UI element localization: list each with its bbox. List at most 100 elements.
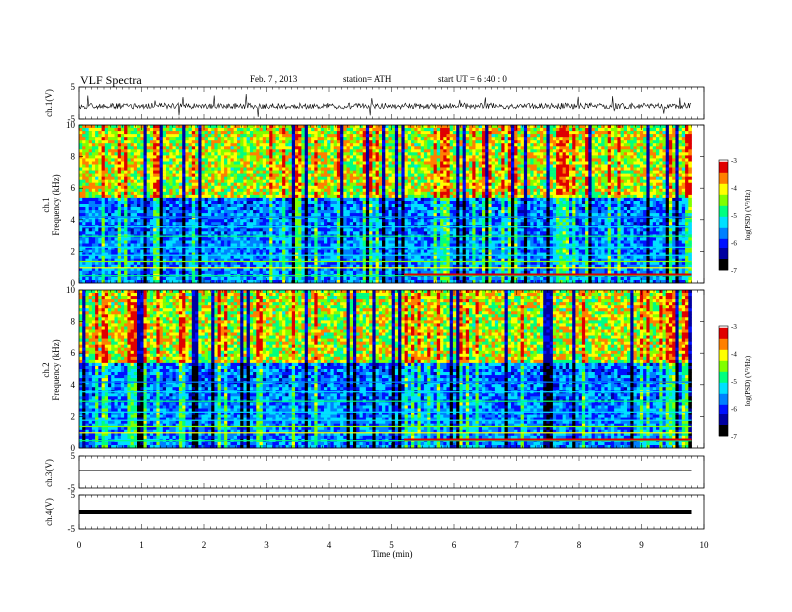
spectrogram-cell: [124, 137, 128, 141]
spectrogram-cell: [598, 188, 602, 193]
spectrogram-cell: [559, 176, 563, 180]
spectrogram-cell: [159, 194, 164, 199]
spectrogram-cell: [452, 185, 457, 190]
spectrogram-cell: [530, 149, 534, 153]
spectrogram-cell: [572, 182, 576, 186]
spectrogram-cell: [562, 182, 567, 186]
spectrogram-cell: [340, 149, 344, 153]
spectrogram-cell: [514, 152, 518, 156]
spectrogram-cell: [382, 173, 386, 177]
spectrogram-cell: [549, 140, 554, 144]
spectrogram-cell: [259, 158, 264, 162]
spectrogram-cell: [449, 128, 454, 132]
spectrogram-cell: [91, 170, 96, 174]
spectrogram-cell: [543, 182, 547, 186]
spectrogram-cell: [498, 161, 502, 165]
spectrogram-cell: [127, 131, 131, 135]
spectrogram-cell: [404, 188, 409, 193]
spectrogram-cell: [604, 137, 609, 141]
spectrogram-cell: [465, 164, 470, 168]
spectrogram-cell: [282, 161, 286, 165]
spectrogram-cell: [143, 143, 148, 147]
spectrogram-cell: [456, 201, 460, 205]
spectrogram-cell: [198, 204, 202, 208]
spectrogram-cell: [259, 176, 264, 180]
spectrogram-cell: [269, 188, 273, 193]
spectrogram-cell: [162, 152, 167, 156]
spectrogram-cell: [472, 188, 476, 193]
spectrogram-cell: [449, 173, 454, 177]
spectrogram-cell: [201, 146, 206, 150]
spectrogram-cell: [465, 173, 470, 177]
spectrogram-cell: [462, 167, 467, 171]
spectrogram-cell: [562, 149, 567, 153]
spectrogram-cell: [149, 161, 154, 165]
spectrogram-cell: [117, 152, 122, 156]
spectrogram-cell: [224, 149, 228, 153]
spectrogram-cell: [95, 140, 99, 144]
spectrogram-cell: [372, 185, 376, 190]
spectrogram-cell: [108, 179, 112, 183]
spectrogram-cell: [266, 182, 270, 186]
spectrogram-cell: [140, 158, 144, 162]
spectrogram-cell: [259, 201, 264, 205]
spectrogram-cell: [382, 131, 386, 135]
spectrogram-cell: [188, 204, 193, 208]
spectrogram-cell: [166, 204, 170, 208]
spectrogram-cell: [643, 182, 647, 186]
spectrogram-cell: [591, 194, 596, 199]
spectrogram-cell: [169, 131, 173, 135]
spectrogram-cell: [430, 125, 434, 129]
spectrogram-cell: [230, 155, 235, 159]
spectrogram-cell: [207, 204, 212, 208]
spectrogram-cell: [172, 149, 177, 153]
spectrogram-cell: [79, 143, 83, 147]
spectrogram-cell: [420, 146, 425, 150]
spectrogram-cell: [246, 161, 251, 165]
spectrogram-cell: [249, 188, 254, 193]
spectrogram-cell: [240, 179, 244, 183]
spectrogram-cell: [385, 125, 389, 129]
spectrogram-cell: [581, 173, 586, 177]
spectrogram-cell: [185, 173, 189, 177]
spectrogram-cell: [211, 167, 215, 171]
spectrogram-cell: [372, 125, 376, 129]
spectrogram-cell: [572, 125, 576, 129]
spectrogram-cell: [565, 167, 570, 171]
spectrogram-cell: [659, 152, 663, 156]
spectrogram-cell: [124, 134, 128, 138]
spectrogram-cell: [472, 158, 476, 162]
spectrogram-cell: [243, 182, 247, 186]
spectrogram-cell: [330, 179, 334, 183]
spectrogram-cell: [301, 167, 305, 171]
spectrogram-cell: [436, 155, 441, 159]
spectrogram-cell: [333, 164, 338, 168]
spectrogram-cell: [349, 185, 354, 190]
spectrogram-cell: [556, 179, 560, 183]
spectrogram-cell: [204, 134, 209, 138]
spectrogram-cell: [459, 164, 463, 168]
spectrogram-cell: [581, 182, 586, 186]
spectrogram-cell: [498, 179, 502, 183]
spectrogram-cell: [685, 167, 689, 171]
spectrogram-cell: [656, 182, 660, 186]
spectrogram-cell: [627, 164, 631, 168]
spectrogram-cell: [607, 155, 612, 159]
spectrogram-cell: [556, 149, 560, 153]
spectrogram-cell: [382, 155, 386, 159]
spectrogram-cell: [501, 143, 505, 147]
spectrogram-cell: [430, 179, 434, 183]
spectrogram-cell: [353, 182, 357, 186]
spectrogram-cell: [349, 125, 354, 129]
spectrogram-cell: [246, 143, 251, 147]
spectrogram-cell: [540, 176, 544, 180]
spectrogram-cell: [646, 161, 650, 165]
spectrogram-cell: [237, 134, 241, 138]
spectrogram-cell: [478, 161, 483, 165]
spectrogram-cell: [627, 128, 631, 132]
spectrogram-cell: [333, 134, 338, 138]
spectrogram-cell: [520, 188, 525, 193]
spectrogram-cell: [482, 167, 486, 171]
spectrogram-cell: [188, 179, 193, 183]
spectrogram-cell: [201, 188, 206, 193]
